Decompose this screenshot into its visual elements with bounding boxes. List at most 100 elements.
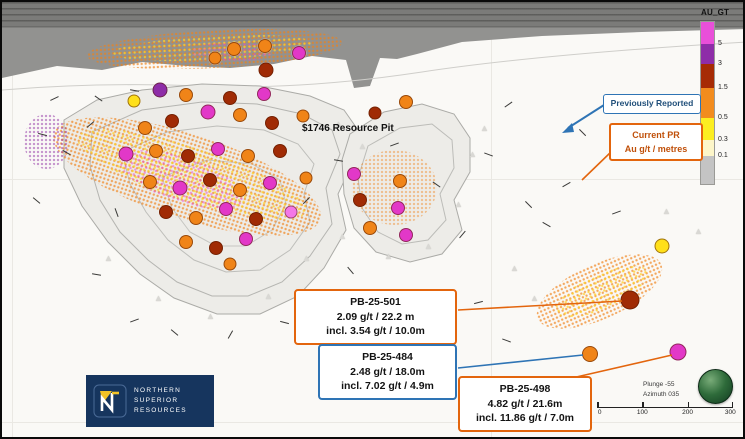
survey-triangle-mark: ▲ — [384, 251, 393, 261]
drill-intercept-dot — [143, 175, 157, 189]
legend-grade-label: 0.1 — [718, 152, 728, 159]
orientation-sphere — [698, 369, 733, 404]
drill-intercept-dot — [149, 144, 163, 158]
callout-pb-25-501: PB-25-501 2.09 g/t / 22.2 m incl. 3.54 g… — [294, 289, 457, 346]
drill-intercept-dot — [284, 205, 298, 219]
current-pr-leader — [581, 150, 613, 181]
drill-intercept-dot — [273, 144, 287, 158]
drill-intercept-dot — [399, 95, 413, 109]
logo-mark-icon — [93, 384, 127, 418]
au-grade-legend: AU_GT 5 3 1.5 0.5 0.3 0.1 — [700, 8, 730, 185]
drill-intercept-dot — [233, 183, 247, 197]
survey-triangle-mark: ▲ — [206, 311, 215, 321]
drill-intercept-dot — [654, 238, 670, 254]
pb-25-484-leader — [457, 354, 584, 369]
survey-triangle-mark: ▲ — [358, 141, 367, 151]
drill-intercept-dot — [391, 201, 405, 215]
drill-intercept-dot — [211, 142, 225, 156]
legend-segment: 0.3 — [701, 118, 728, 143]
drill-intercept-dot — [152, 82, 168, 98]
drill-intercept-dot — [249, 212, 263, 226]
drill-intercept-dot — [363, 221, 377, 235]
callout-pb-25-498: PB-25-498 4.82 g/t / 21.6m incl. 11.86 g… — [458, 376, 592, 433]
drill-intercept-dot — [127, 94, 141, 108]
callout-pb-25-484: PB-25-484 2.48 g/t / 18.0m incl. 7.02 g/… — [318, 344, 457, 401]
drill-intercept-dot — [296, 109, 310, 123]
survey-triangle-mark: ▲ — [510, 263, 519, 273]
grid-line — [12, 2, 13, 437]
hole-grade: 4.82 g/t / 21.6m — [487, 397, 563, 410]
drill-intercept-dot — [159, 205, 173, 219]
arrowhead-icon — [562, 123, 574, 133]
scale-tick — [597, 402, 599, 407]
legend-segment: 1.5 — [701, 64, 728, 91]
legend-segment: 0.5 — [701, 88, 728, 121]
hole-included-grade: incl. 3.54 g/t / 10.0m — [326, 325, 425, 338]
drill-intercept-dot — [399, 228, 413, 242]
company-logo: NORTHERN SUPERIOR RESOURCES — [86, 375, 214, 427]
legend-grade-label: 5 — [718, 40, 722, 47]
logo-wordmark: NORTHERN SUPERIOR RESOURCES — [134, 386, 187, 416]
scale-tick — [642, 402, 644, 407]
mineralization-halo — [24, 114, 69, 169]
previously-reported-box: Previously Reported — [603, 94, 701, 114]
hole-grade: 2.48 g/t / 18.0m — [350, 365, 425, 378]
logo-line: RESOURCES — [134, 407, 187, 415]
scale-label: 100 — [636, 409, 648, 416]
drill-intercept-dot — [181, 149, 195, 163]
plunge-value: Plunge -55 — [643, 381, 675, 388]
drill-intercept-dot — [189, 211, 203, 225]
pb-25-498-leader — [571, 354, 673, 379]
survey-triangle-mark: ▲ — [694, 226, 703, 236]
survey-triangle-mark: ▲ — [338, 231, 347, 241]
hole-id: PB-25-498 — [499, 383, 551, 395]
pb-25-501-leader — [457, 300, 623, 311]
drill-intercept-dot — [209, 241, 223, 255]
drill-intercept-dot — [165, 114, 179, 128]
drill-intercept-dot — [227, 42, 241, 56]
drill-intercept-dot — [172, 180, 188, 196]
current-pr-label: Current PR — [632, 130, 680, 140]
drill-intercept-dot — [208, 51, 222, 65]
legend-grade-label: 3 — [718, 60, 722, 67]
drill-intercept-dot — [299, 171, 313, 185]
survey-triangle-mark: ▲ — [264, 291, 273, 301]
drill-intercept-dot — [263, 176, 277, 190]
drill-intercept-dot — [219, 202, 233, 216]
survey-triangle-mark: ▲ — [334, 119, 343, 129]
drill-intercept-dot — [233, 108, 247, 122]
drill-intercept-dot — [257, 87, 271, 101]
drill-intercept-dot — [265, 116, 279, 130]
previously-reported-leader — [567, 104, 605, 129]
hole-grade: 2.09 g/t / 22.2 m — [336, 310, 415, 323]
legend-title: AU_GT — [701, 8, 730, 17]
scale-label: 200 — [682, 409, 693, 416]
survey-triangle-mark: ▲ — [302, 253, 311, 263]
drill-intercept-dot — [347, 167, 361, 181]
drill-intercept-dot — [393, 174, 407, 188]
hole-included-grade: incl. 7.02 g/t / 4.9m — [341, 380, 434, 393]
drill-intercept-dot — [669, 343, 687, 361]
scale-tick — [731, 402, 733, 407]
scale-labels: 0 100 200 300 — [597, 409, 736, 417]
legend-grade-label: 1.5 — [718, 84, 728, 91]
survey-triangle-mark: ▲ — [468, 149, 477, 159]
survey-triangle-mark: ▲ — [662, 206, 671, 216]
legend-segment — [701, 156, 714, 184]
legend-grade-label: 0.5 — [718, 114, 728, 121]
grid-line — [491, 2, 492, 437]
hole-id: PB-25-501 — [350, 296, 401, 308]
drill-intercept-dot — [223, 257, 237, 271]
logo-line: NORTHERN — [134, 386, 182, 394]
drill-intercept-dot — [368, 106, 382, 120]
drill-intercept-dot — [239, 232, 253, 246]
survey-triangle-mark: ▲ — [480, 123, 489, 133]
scale-label: 300 — [724, 409, 736, 416]
legend-segment: 5 — [701, 22, 722, 47]
view-orientation-label: Plunge -55 Azimuth 035 — [643, 380, 679, 400]
legend-segment: 3 — [701, 44, 722, 67]
legend-grade-label: 0.3 — [718, 136, 728, 143]
grid-line — [2, 422, 743, 423]
hole-included-grade: incl. 11.86 g/t / 7.0m — [475, 412, 575, 425]
